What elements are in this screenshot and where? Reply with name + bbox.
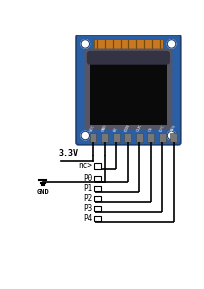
Bar	[94, 196, 101, 201]
Text: P0: P0	[83, 174, 92, 183]
Circle shape	[81, 131, 90, 140]
Text: nc>: nc>	[78, 162, 92, 171]
Bar	[94, 176, 101, 181]
Bar	[159, 133, 166, 142]
Bar	[101, 133, 108, 142]
Bar	[94, 205, 101, 211]
Text: GND: GND	[37, 190, 49, 195]
Bar	[136, 133, 143, 142]
FancyBboxPatch shape	[84, 49, 172, 130]
Circle shape	[81, 40, 90, 48]
Text: DIN: DIN	[124, 124, 131, 132]
Text: P3: P3	[83, 204, 92, 213]
Text: P1: P1	[83, 184, 92, 193]
Bar	[124, 133, 131, 142]
Bar	[90, 133, 96, 142]
Bar	[94, 186, 101, 191]
Text: CS: CS	[148, 126, 154, 132]
Bar	[94, 163, 101, 169]
Text: GND: GND	[101, 124, 108, 132]
Text: D/C: D/C	[159, 124, 166, 132]
Text: P4: P4	[83, 214, 92, 223]
Text: VCC: VCC	[90, 124, 96, 132]
FancyBboxPatch shape	[87, 51, 170, 65]
Text: P2: P2	[83, 194, 92, 203]
Bar	[147, 133, 154, 142]
Circle shape	[167, 131, 176, 140]
Circle shape	[167, 40, 176, 48]
Bar	[113, 133, 120, 142]
Bar	[94, 216, 101, 221]
Bar	[170, 133, 177, 142]
Text: RES: RES	[170, 124, 177, 132]
Bar	[94, 39, 163, 49]
Text: NC: NC	[113, 126, 119, 132]
Bar	[90, 54, 167, 125]
FancyBboxPatch shape	[76, 35, 181, 145]
Text: CLK: CLK	[136, 124, 143, 132]
Text: 3.3V: 3.3V	[58, 149, 78, 158]
